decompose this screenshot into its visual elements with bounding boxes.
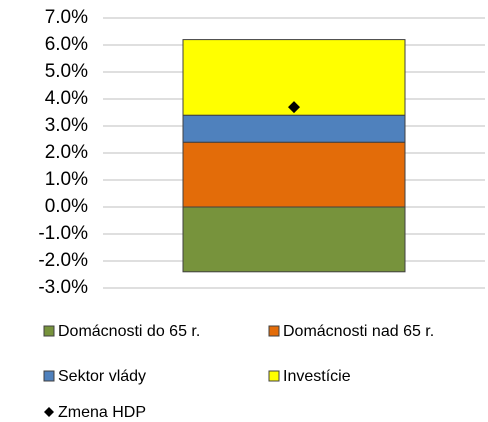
bar-segment (182, 141, 406, 208)
bar-segment (182, 114, 406, 143)
y-tick-label: 1.0% (45, 169, 88, 190)
legend-label: Investície (283, 368, 351, 385)
legend-label: Domácnosti do 65 r. (58, 323, 200, 340)
y-tick-label: 5.0% (45, 61, 88, 82)
legend-swatch (43, 325, 55, 337)
legend-label: Sektor vlády (58, 368, 146, 385)
y-tick-label: 2.0% (45, 142, 88, 163)
legend-swatch (268, 370, 280, 382)
legend-marker (44, 407, 54, 417)
y-tick-label: -2.0% (38, 250, 88, 271)
legend-label: Zmena HDP (58, 404, 146, 421)
y-tick-label: 4.0% (45, 88, 88, 109)
legend-label: Domácnosti nad 65 r. (283, 323, 434, 340)
y-tick-label: -1.0% (38, 223, 88, 244)
y-tick-label: 0.0% (45, 196, 88, 217)
y-tick-label: 6.0% (45, 34, 88, 55)
y-tick-label: 7.0% (45, 7, 88, 28)
y-tick-label: -3.0% (38, 277, 88, 298)
marker (288, 101, 300, 114)
y-tick-label: 3.0% (45, 115, 88, 136)
bar-segment (182, 206, 406, 273)
legend-swatch (43, 370, 55, 382)
legend-swatch (268, 325, 280, 337)
